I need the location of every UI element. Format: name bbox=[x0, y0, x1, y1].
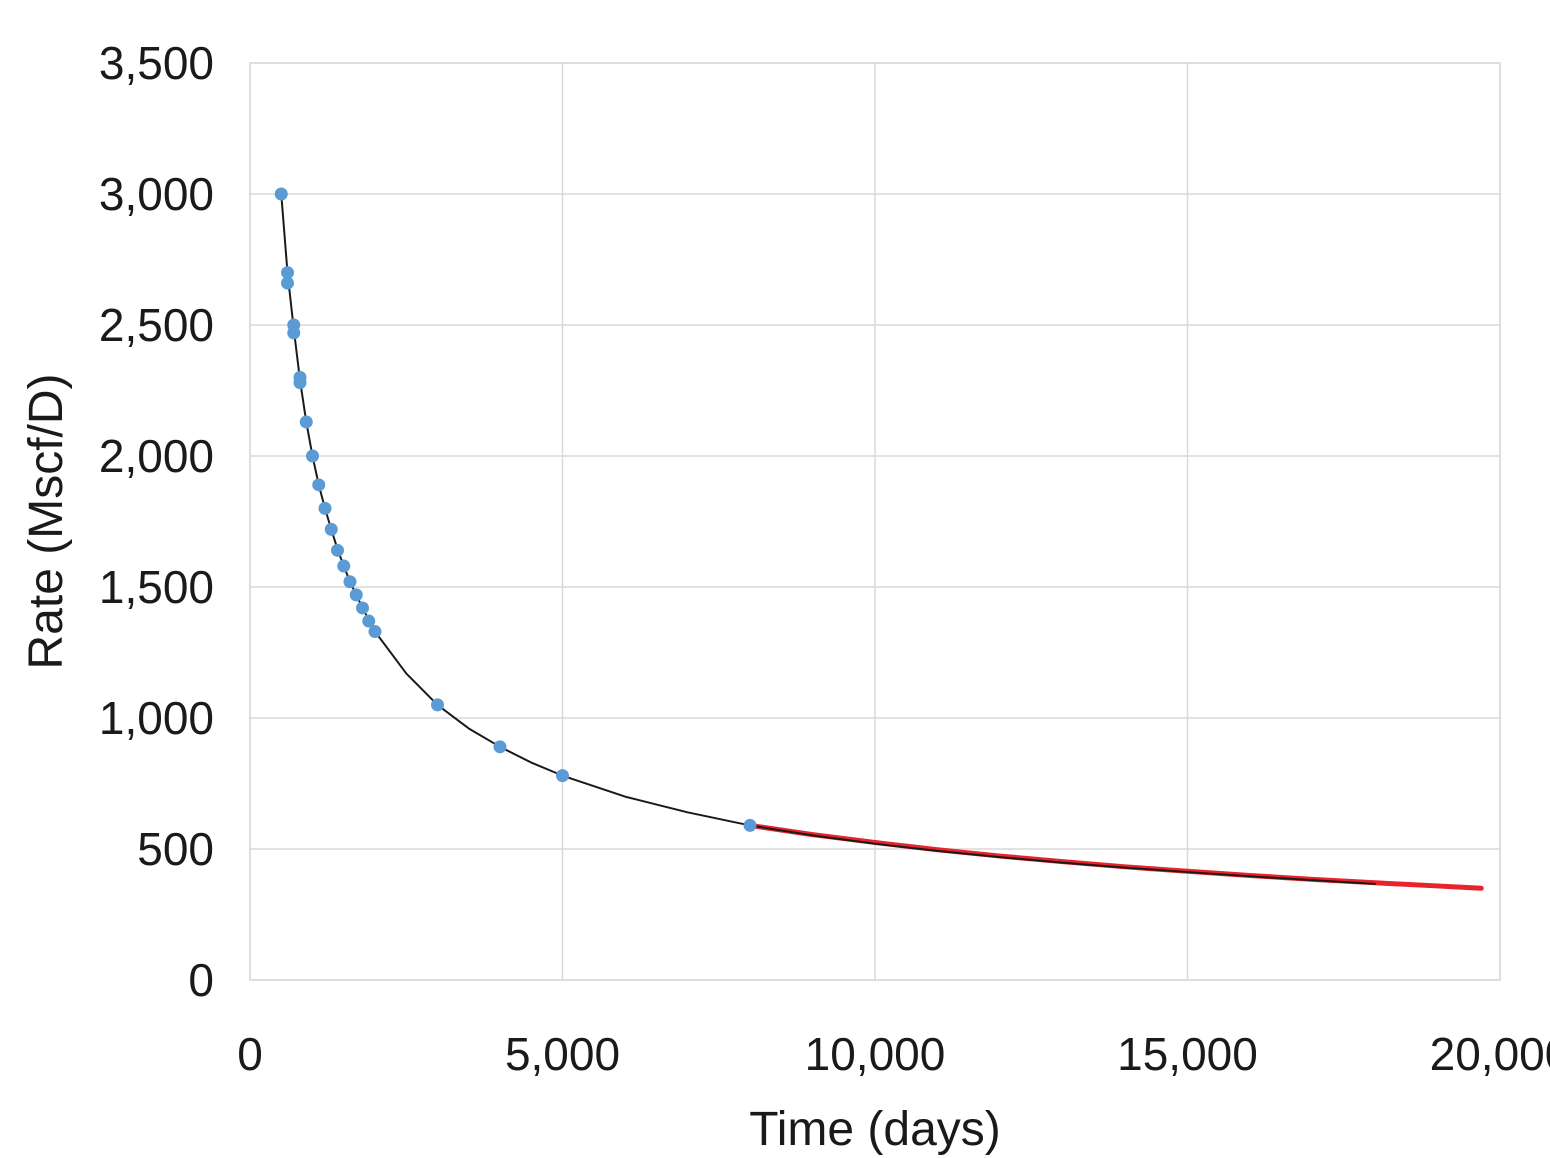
data-point-6 bbox=[293, 376, 307, 390]
y-tick-label-1: 500 bbox=[137, 823, 214, 875]
data-point-2 bbox=[281, 276, 294, 290]
y-tick-label-5: 2,500 bbox=[99, 299, 214, 351]
x-tick-label-1: 5,000 bbox=[505, 1028, 620, 1080]
data-point-10 bbox=[318, 501, 332, 515]
data-point-8 bbox=[306, 449, 319, 463]
data-point-0 bbox=[274, 187, 288, 201]
data-point-11 bbox=[324, 522, 338, 536]
x-axis-title: Time (days) bbox=[749, 1103, 1001, 1156]
data-point-7 bbox=[299, 415, 313, 429]
data-point-14 bbox=[343, 575, 357, 589]
y-axis-title: Rate (Mscf/D) bbox=[20, 373, 73, 669]
y-tick-label-0: 0 bbox=[188, 954, 214, 1006]
observed-data-points bbox=[274, 187, 757, 832]
y-tick-label-3: 1,500 bbox=[99, 561, 214, 613]
data-point-1 bbox=[281, 266, 294, 280]
data-point-15 bbox=[349, 588, 363, 602]
plot-area-frame bbox=[249, 62, 1501, 981]
x-tick-label-3: 15,000 bbox=[1117, 1028, 1258, 1080]
data-point-16 bbox=[356, 601, 369, 615]
x-tick-label-0: 0 bbox=[237, 1028, 263, 1080]
fit-line bbox=[280, 193, 1376, 885]
data-point-22 bbox=[743, 818, 757, 832]
x-tick-label-4: 20,000 bbox=[1430, 1028, 1550, 1080]
data-point-17 bbox=[362, 614, 376, 628]
y-tick-label-6: 3,000 bbox=[99, 168, 214, 220]
data-point-20 bbox=[493, 740, 507, 754]
data-point-9 bbox=[312, 478, 326, 492]
y-tick-label-2: 1,000 bbox=[99, 692, 214, 744]
data-point-21 bbox=[556, 769, 569, 783]
forecast-line bbox=[747, 822, 1484, 891]
data-point-19 bbox=[431, 698, 444, 712]
y-tick-label-4: 2,000 bbox=[99, 430, 214, 482]
y-axis-tick-labels: 0 500 1,000 1,500 2,000 2,500 3,000 3,500 bbox=[99, 37, 214, 1006]
data-point-13 bbox=[337, 559, 351, 573]
x-tick-label-2: 10,000 bbox=[805, 1028, 946, 1080]
series-lines bbox=[280, 193, 1484, 891]
data-point-18 bbox=[368, 625, 382, 639]
data-point-4 bbox=[287, 326, 301, 340]
y-tick-label-7: 3,500 bbox=[99, 37, 214, 89]
x-axis-tick-labels: 0 5,000 10,000 15,000 20,000 bbox=[237, 1028, 1550, 1080]
data-point-12 bbox=[331, 543, 344, 557]
